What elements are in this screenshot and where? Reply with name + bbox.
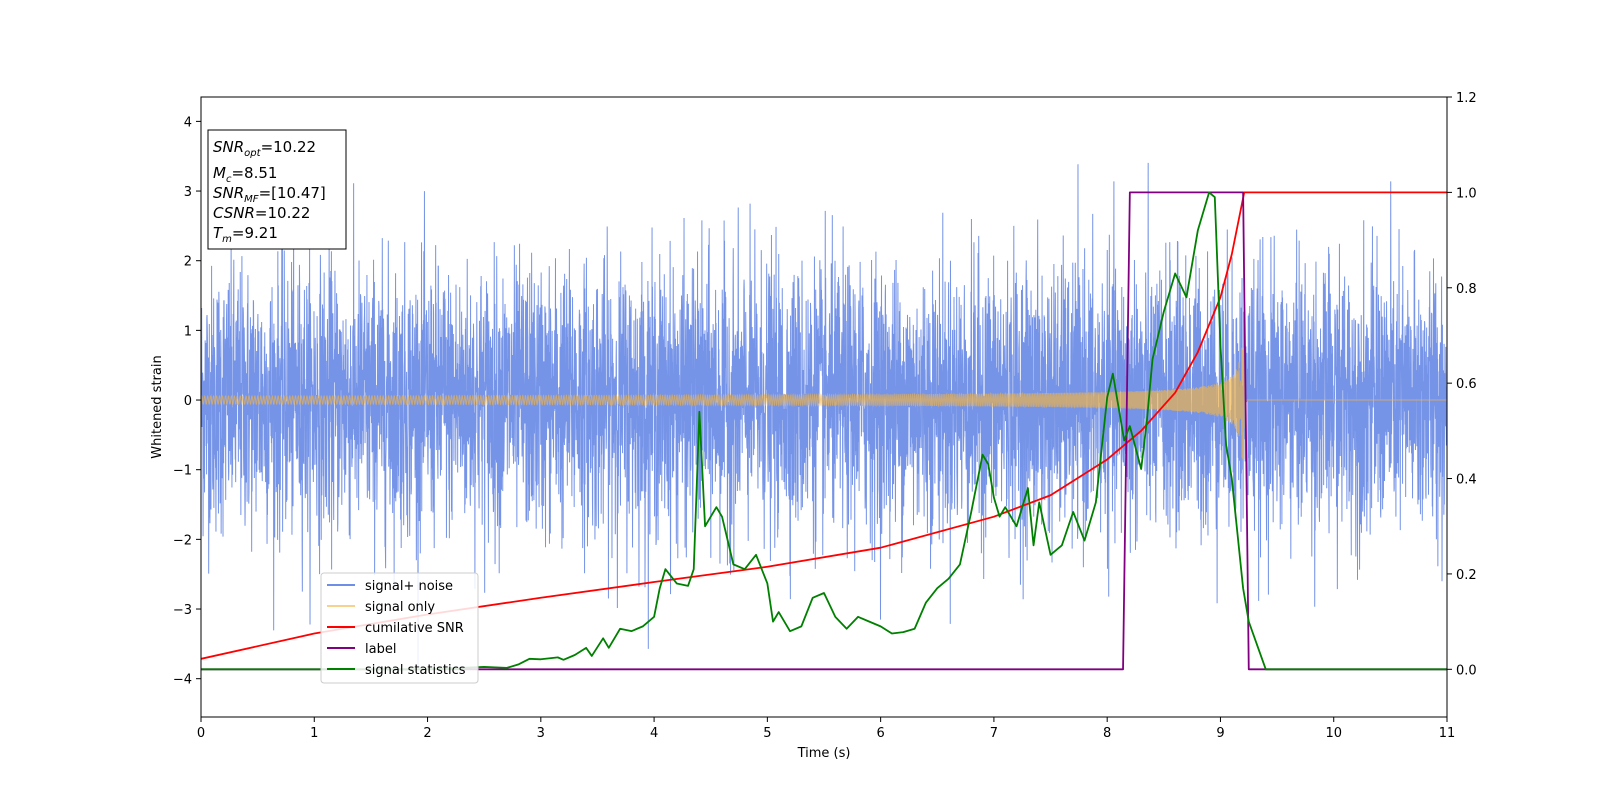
y-left-tick-label: 2 [184, 255, 192, 270]
x-tick-label: 4 [650, 726, 658, 741]
legend: signal+ noise signal only cumilative SNR… [320, 572, 479, 684]
series-cumulative-snr [201, 191, 1447, 660]
y-axis-right: 0.0 0.2 0.4 0.6 0.8 1.0 1.2 [1447, 91, 1477, 678]
series-signal-only [201, 347, 1447, 460]
y-left-tick-label: 3 [184, 185, 192, 200]
x-tick-label: 11 [1439, 726, 1456, 741]
series-signal-noise [201, 162, 1447, 667]
y-right-tick-label: 0.4 [1456, 473, 1477, 488]
x-tick-label: 8 [1103, 726, 1111, 741]
x-tick-label: 6 [876, 726, 884, 741]
info-snr-opt: SNRopt=10.22 [213, 138, 316, 159]
y-right-tick-label: 0.2 [1456, 568, 1477, 583]
x-tick-label: 10 [1325, 726, 1342, 741]
info-box-frame [207, 129, 347, 250]
x-tick-label: 3 [537, 726, 545, 741]
y-right-tick-label: 0.6 [1456, 377, 1477, 392]
y-left-tick-label: −3 [173, 603, 192, 618]
x-tick-label: 9 [1216, 726, 1224, 741]
plot-area [201, 162, 1447, 671]
legend-label-signal-noise: signal+ noise [365, 579, 453, 594]
y-right-tick-label: 1.2 [1456, 91, 1477, 106]
y-left-tick-label: −2 [173, 533, 192, 548]
y-left-tick-label: 0 [184, 394, 192, 409]
y-left-tick-label: −1 [173, 464, 192, 479]
y-axis-title: Whitened strain [150, 355, 165, 458]
info-box: SNRopt=10.22 Mc=8.51 SNRMF=[10.47] CSNR=… [207, 129, 347, 250]
x-tick-label: 5 [763, 726, 771, 741]
axes-frame [200, 96, 1448, 718]
x-tick-label: 7 [990, 726, 998, 741]
x-tick-label: 2 [423, 726, 431, 741]
legend-label-label: label [365, 642, 396, 657]
info-snr-mf: SNRMF=[10.47] [213, 184, 326, 205]
y-left-tick-label: −4 [173, 673, 192, 688]
legend-label-signal-statistics: signal statistics [365, 663, 466, 678]
x-tick-label: 1 [310, 726, 318, 741]
x-axis: 0 1 2 3 4 5 6 7 8 9 10 11 [197, 717, 1455, 741]
legend-label-cumulative-snr: cumilative SNR [365, 621, 464, 636]
y-right-tick-label: 0.8 [1456, 282, 1477, 297]
legend-label-signal-only: signal only [365, 600, 435, 615]
series-signal-statistics [201, 191, 1447, 671]
info-csnr: CSNR=10.22 [213, 204, 310, 222]
y-left-tick-label: 4 [184, 115, 192, 130]
x-tick-label: 0 [197, 726, 205, 741]
info-tm: Tm=9.21 [213, 224, 278, 245]
x-axis-title: Time (s) [797, 746, 851, 761]
y-left-tick-label: 1 [184, 324, 192, 339]
y-right-tick-label: 1.0 [1456, 186, 1477, 201]
legend-frame [320, 572, 479, 684]
y-right-tick-label: 0.0 [1456, 663, 1477, 678]
y-axis-left: −4 −3 −2 −1 0 1 2 3 4 [173, 115, 201, 688]
info-mc: Mc=8.51 [213, 164, 277, 185]
